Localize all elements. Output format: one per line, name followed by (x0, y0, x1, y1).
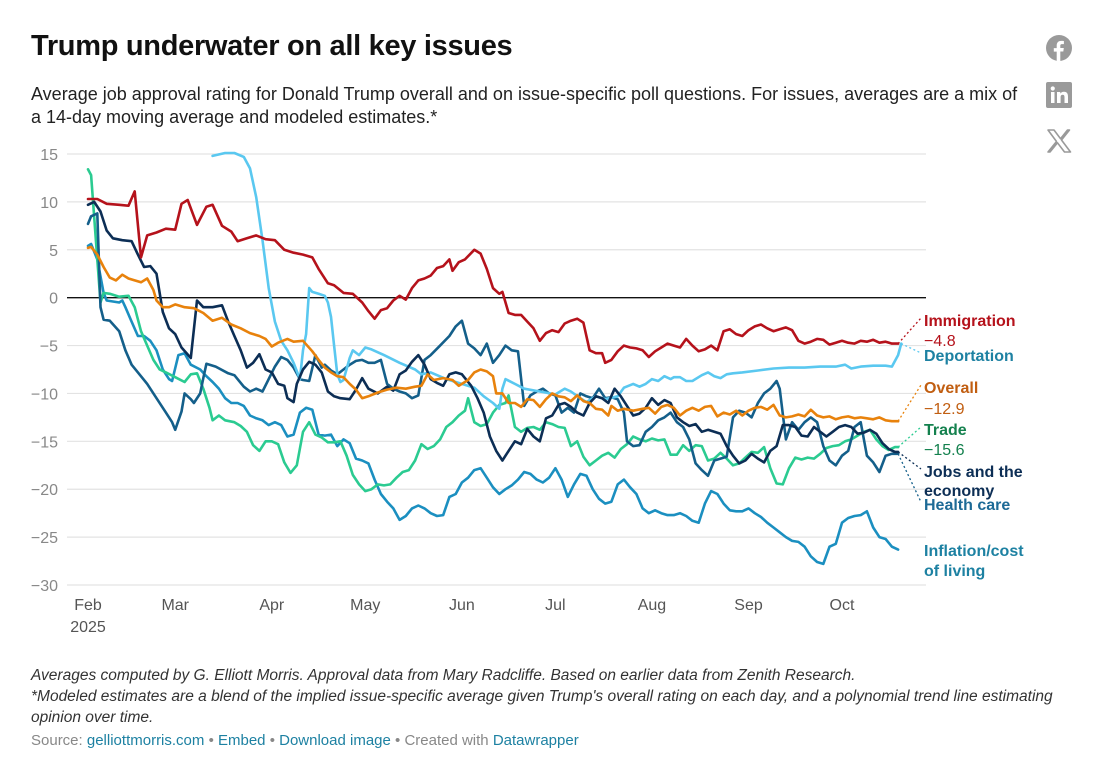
x-tick-label: Jun (449, 597, 475, 614)
source-link[interactable]: gelliottmorris.com (86, 732, 205, 749)
y-tick-label: 10 (40, 195, 58, 212)
label-deportation: Deportation (924, 348, 1014, 365)
note-modeled-estimates: *Modeled estimates are a blend of the im… (31, 688, 1053, 726)
chart-subtitle: Average job approval rating for Donald T… (31, 84, 1018, 127)
label-inflation-cost-of-living-line2: of living (924, 563, 985, 580)
label-jobs-and-the-economy-line2: economy (924, 483, 994, 500)
x-tick-label: Oct (830, 597, 855, 614)
label-leader-lines (897, 317, 922, 503)
x-tick-label: May (350, 597, 380, 614)
embed-link[interactable]: Embed (218, 732, 266, 749)
source-label: Source: (31, 732, 87, 749)
x-axis-ticks: Feb 2025 Mar Apr May Jun Jul Aug Sep Oct (70, 597, 855, 636)
separator: • (204, 732, 218, 749)
x-tick-label: Jul (545, 597, 565, 614)
value-trade: −15.6 (924, 442, 965, 459)
x-tick-label: Apr (259, 597, 285, 614)
y-axis-ticks: 15 10 5 0 −5 −10 −15 −20 −25 −30 (31, 147, 58, 595)
datawrapper-link[interactable]: Datawrapper (492, 732, 579, 749)
series-line-overall (86, 245, 900, 423)
linkedin-icon (1046, 82, 1072, 108)
label-jobs-and-the-economy: Jobs and the (924, 464, 1023, 481)
label-health-care: Health care (924, 497, 1010, 514)
series-line-health-care (86, 212, 900, 478)
x-tick-label: Feb (74, 597, 102, 614)
label-inflation-cost-of-living: Inflation/cost (924, 543, 1024, 560)
x-tick-label: Mar (161, 597, 189, 614)
x-tick-label: Aug (638, 597, 666, 614)
leader-jobs-and-the-economy (897, 451, 922, 470)
facebook-icon (1046, 35, 1072, 61)
series-line-trade (86, 168, 900, 493)
y-tick-label: −15 (31, 434, 58, 451)
source-line: Source: gelliottmorris.com • Embed • Dow… (31, 732, 579, 749)
x-icon (1047, 129, 1072, 153)
y-tick-label: −20 (31, 482, 58, 499)
leader-trade (897, 426, 922, 448)
leader-deportation (900, 343, 922, 354)
leader-overall (897, 384, 922, 422)
note-attribution: Averages computed by G. Elliott Morris. … (31, 667, 856, 684)
y-tick-label: −10 (31, 386, 58, 403)
y-tick-label: −25 (31, 530, 58, 547)
label-immigration: Immigration (924, 313, 1016, 330)
x-tick-year: 2025 (70, 619, 106, 636)
series-line-jobs-and-the-economy (86, 200, 900, 465)
line-chart: 15 10 5 0 −5 −10 −15 −20 −25 −30 Feb 2025 Mar Apr May… (31, 147, 1024, 636)
x-tick-label: Sep (734, 597, 763, 614)
y-tick-label: −30 (31, 578, 58, 595)
value-immigration: −4.8 (924, 333, 956, 350)
y-tick-label: −5 (40, 339, 58, 356)
label-trade: Trade (924, 422, 967, 439)
separator: • (265, 732, 280, 749)
series-line-deportation (211, 151, 903, 411)
linkedin-share-button[interactable] (1046, 82, 1072, 108)
chart-title: Trump underwater on all key issues (31, 30, 513, 62)
leader-immigration (897, 317, 922, 345)
chart-notes: Averages computed by G. Elliott Morris. … (31, 665, 1081, 728)
created-with-label: • Created with (390, 732, 493, 749)
series-lines (86, 151, 903, 566)
x-share-button[interactable] (1046, 128, 1072, 154)
label-overall: Overall (924, 380, 978, 397)
series-line-immigration (86, 190, 900, 365)
value-overall: −12.9 (924, 401, 965, 418)
y-tick-label: 0 (49, 291, 58, 308)
y-tick-label: 5 (49, 243, 58, 260)
y-tick-label: 15 (40, 147, 58, 164)
download-image-link[interactable]: Download image (279, 732, 391, 749)
facebook-share-button[interactable] (1046, 35, 1072, 61)
series-line-inflation-cost-of-living (86, 242, 900, 566)
